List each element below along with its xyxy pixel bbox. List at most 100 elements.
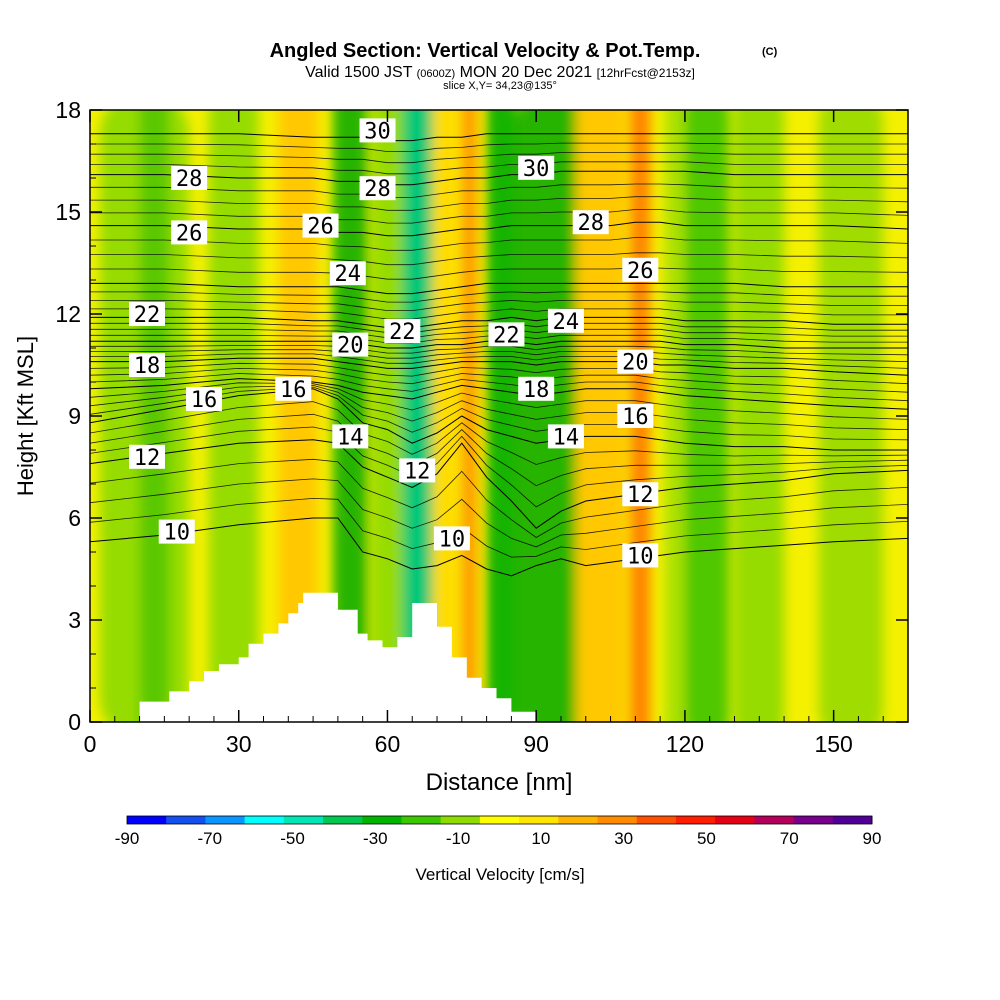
contour-label-box bbox=[622, 482, 659, 507]
isentrope-10 bbox=[90, 517, 908, 577]
velocity-band-9 bbox=[486, 110, 517, 722]
isentrope-minor bbox=[90, 478, 908, 548]
contour-label-box bbox=[186, 387, 223, 411]
contour-label: 28 bbox=[176, 167, 203, 192]
y-tick-label: 18 bbox=[55, 97, 81, 123]
contour-label-box bbox=[332, 332, 369, 357]
contour-label: 24 bbox=[335, 262, 362, 287]
isentrope-minor bbox=[90, 384, 908, 430]
subtitle-forecast: [12hrFcst@2153z] bbox=[597, 66, 695, 80]
contour-label-box bbox=[518, 376, 555, 401]
contour-label-box bbox=[275, 376, 312, 401]
contour-label-box bbox=[617, 404, 654, 428]
contour-label-box bbox=[622, 543, 659, 568]
colorbar-tick-label: -50 bbox=[280, 829, 305, 848]
velocity-band-11 bbox=[575, 110, 626, 722]
isentrope-minor bbox=[90, 386, 908, 441]
isentrope-14 bbox=[90, 388, 908, 451]
contour-label-box bbox=[171, 166, 208, 190]
contour-label-box bbox=[129, 353, 166, 377]
colorbar-tick-label: -70 bbox=[197, 829, 222, 848]
colorbar-swatch bbox=[401, 816, 442, 824]
isentrope-minor bbox=[90, 349, 908, 362]
contour-label-box bbox=[302, 213, 339, 238]
colorbar-tick-label: -10 bbox=[446, 829, 471, 848]
velocity-band-3 bbox=[278, 110, 319, 722]
contour-label: 10 bbox=[627, 544, 654, 569]
contour-label-box bbox=[158, 519, 195, 544]
isentrope-minor bbox=[90, 401, 908, 465]
velocity-band-8 bbox=[461, 110, 477, 722]
colorbar-tick-label: 90 bbox=[863, 829, 882, 848]
colorbar-tick-labels: -90 -70 -50 -30 -10 10 30 50 70 90 bbox=[115, 829, 882, 848]
isentrope-12 bbox=[90, 439, 908, 529]
velocity-band-5 bbox=[372, 110, 403, 722]
colorbar-swatch bbox=[440, 816, 481, 824]
copyright-mark: (C) bbox=[762, 46, 778, 58]
x-axis-label: Distance [nm] bbox=[426, 769, 573, 796]
isentrope-minor bbox=[90, 299, 908, 311]
colorbar-label: Vertical Velocity [cm/s] bbox=[415, 865, 584, 884]
colorbar-swatch bbox=[754, 816, 795, 824]
colorbar bbox=[126, 815, 873, 825]
isentrope-minor bbox=[90, 426, 908, 508]
contour-labels: 2826221816121026242016143028221210302218… bbox=[129, 118, 659, 569]
contour-label: 16 bbox=[622, 405, 649, 430]
contour-label-box bbox=[129, 444, 166, 469]
colorbar-tick-label: 30 bbox=[614, 829, 633, 848]
contour-label: 12 bbox=[627, 483, 654, 508]
colorbar-swatch bbox=[362, 816, 402, 824]
colorbar-tick-label: 10 bbox=[531, 829, 550, 848]
y-tick-label: 3 bbox=[68, 607, 81, 633]
x-tick-label: 90 bbox=[523, 731, 549, 757]
colorbar-swatch bbox=[127, 816, 167, 824]
colorbar-swatch bbox=[715, 816, 755, 824]
isentrope-minor bbox=[90, 267, 908, 280]
contour-label: 16 bbox=[280, 378, 307, 403]
velocity-band-16 bbox=[818, 110, 884, 722]
contour-label: 14 bbox=[553, 425, 580, 450]
isentrope-minor bbox=[90, 367, 908, 393]
vertical-velocity-field bbox=[99, 110, 884, 722]
isentrope-minor bbox=[90, 413, 908, 487]
colorbar-tick-label: -30 bbox=[363, 829, 388, 848]
x-tick-label: 0 bbox=[84, 731, 97, 757]
colorbar-frame bbox=[126, 815, 873, 825]
contour-label: 22 bbox=[493, 323, 520, 348]
plot-area: 2826221816121026242016143028221210302218… bbox=[90, 110, 908, 722]
chart-slice-note: slice X,Y= 34,23@135° bbox=[443, 80, 557, 92]
velocity-band-1 bbox=[139, 110, 170, 722]
y-tick-label: 9 bbox=[68, 403, 81, 429]
isentrope-16 bbox=[90, 378, 908, 410]
isentrope-minor bbox=[90, 308, 908, 320]
isentrope-18 bbox=[90, 357, 908, 376]
contour-label-box bbox=[572, 210, 609, 235]
chart-subtitle: Valid 1500 JST (0600Z) MON 20 Dec 2021 [… bbox=[305, 64, 695, 81]
isentrope-minor bbox=[90, 152, 908, 164]
contour-label: 24 bbox=[553, 310, 580, 335]
y-tick-label: 12 bbox=[55, 301, 81, 327]
contour-label: 12 bbox=[134, 446, 161, 471]
contour-label-box bbox=[622, 257, 659, 282]
isentrope-22 bbox=[90, 316, 908, 329]
contour-label: 18 bbox=[134, 354, 161, 379]
contour-label-box bbox=[359, 176, 396, 201]
isentrope-minor bbox=[90, 237, 908, 251]
velocity-band-7 bbox=[432, 110, 457, 722]
subtitle-valid-time: Valid 1500 JST bbox=[305, 64, 413, 81]
contour-label: 20 bbox=[622, 351, 649, 376]
colorbar-tick-label: 70 bbox=[780, 829, 799, 848]
x-axis: 0 30 60 90 120 150 bbox=[84, 110, 884, 757]
isentrope-minor bbox=[90, 252, 908, 266]
y-tick-label: 0 bbox=[68, 709, 81, 735]
contour-label: 12 bbox=[404, 459, 431, 484]
colorbar-swatch bbox=[244, 816, 285, 824]
colorbar-swatch bbox=[323, 816, 363, 824]
contour-label: 10 bbox=[439, 527, 466, 552]
colorbar-swatch bbox=[166, 816, 206, 824]
isentrope-minor bbox=[90, 497, 908, 558]
isentrope-24 bbox=[90, 282, 908, 295]
x-tick-label: 120 bbox=[666, 731, 704, 757]
x-tick-label: 150 bbox=[814, 731, 852, 757]
terrain bbox=[90, 592, 908, 722]
